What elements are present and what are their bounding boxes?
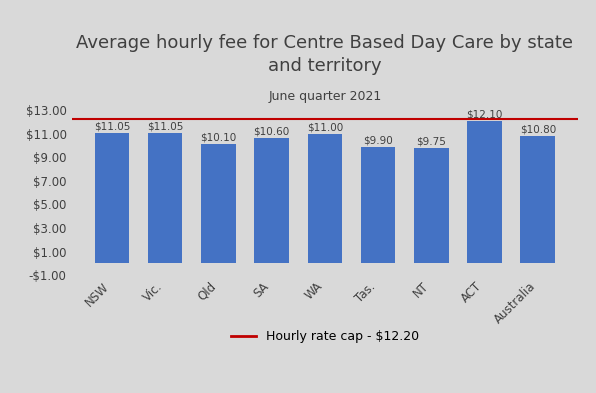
Text: $10.10: $10.10 [200, 133, 237, 143]
Bar [95, 133, 129, 263]
Bar [254, 138, 289, 263]
Bar [201, 144, 235, 263]
Text: $10.60: $10.60 [253, 127, 290, 137]
Text: $11.05: $11.05 [94, 121, 130, 132]
Bar [148, 133, 182, 263]
Text: $12.10: $12.10 [466, 109, 503, 119]
Bar [308, 134, 342, 263]
Bar [467, 121, 502, 263]
Bar [361, 147, 395, 263]
Bar [520, 136, 555, 263]
Text: $11.00: $11.00 [307, 122, 343, 132]
Text: $9.75: $9.75 [417, 137, 446, 147]
Text: $9.90: $9.90 [363, 135, 393, 145]
Title: Average hourly fee for Centre Based Day Care by state
and territory: Average hourly fee for Centre Based Day … [76, 33, 573, 75]
Bar [414, 148, 449, 263]
Text: June quarter 2021: June quarter 2021 [268, 90, 381, 103]
Legend: Hourly rate cap - $12.20: Hourly rate cap - $12.20 [226, 325, 424, 348]
Text: $10.80: $10.80 [520, 125, 556, 134]
Text: $11.05: $11.05 [147, 121, 184, 132]
